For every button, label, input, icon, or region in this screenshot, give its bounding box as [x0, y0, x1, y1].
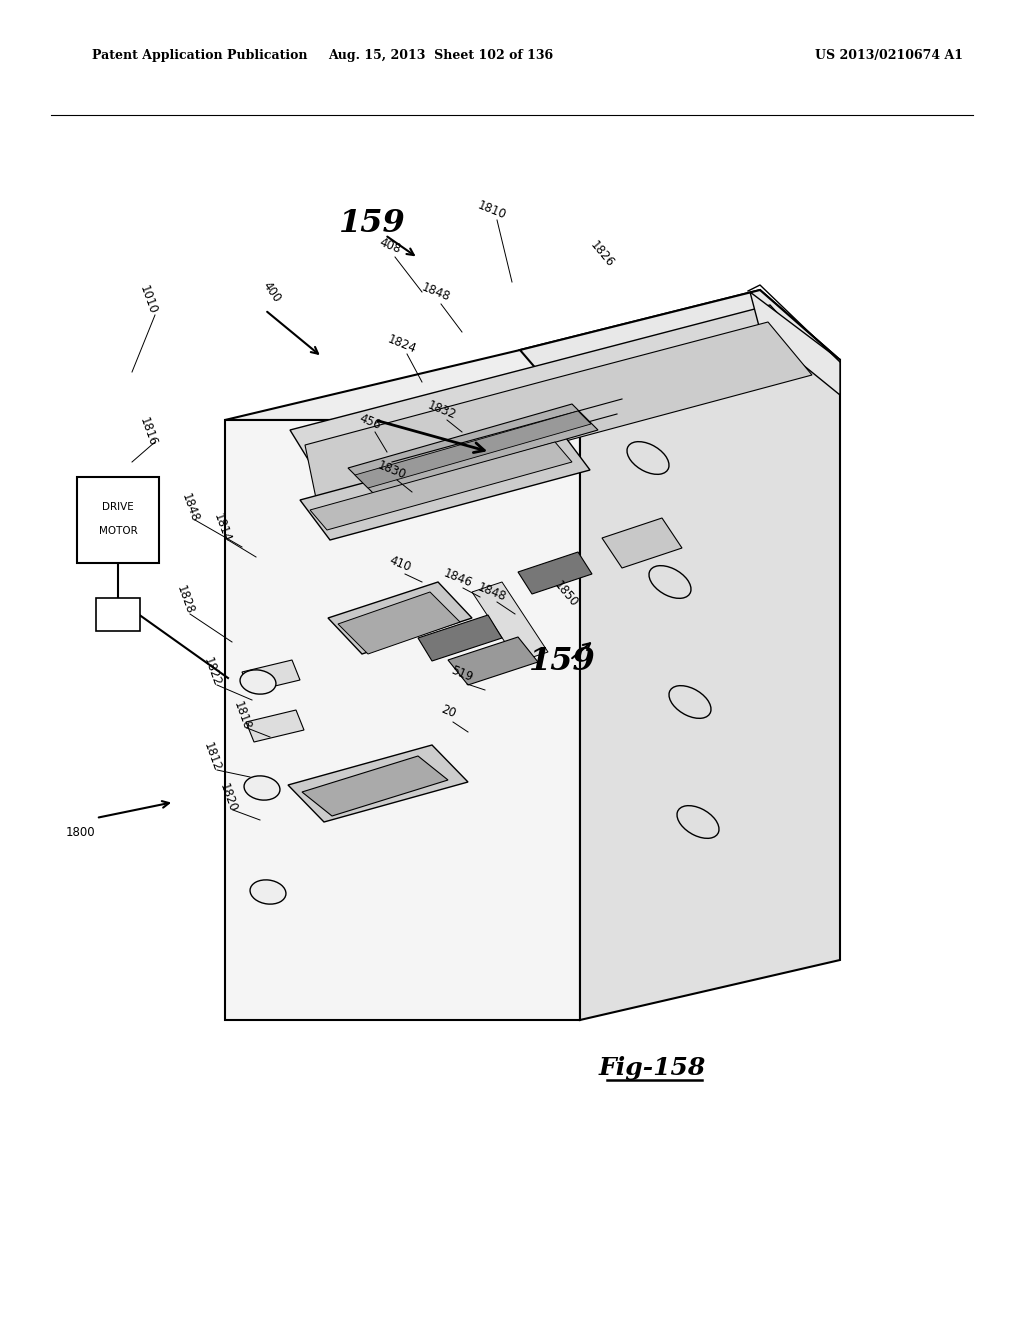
Text: 1812: 1812: [201, 741, 223, 774]
Text: 1826: 1826: [588, 239, 616, 269]
Text: 1830: 1830: [376, 458, 409, 482]
Polygon shape: [305, 322, 812, 508]
Polygon shape: [418, 615, 502, 661]
Ellipse shape: [627, 442, 669, 474]
Polygon shape: [246, 710, 304, 742]
Polygon shape: [472, 582, 548, 663]
Polygon shape: [328, 582, 472, 653]
Text: Fig-158: Fig-158: [598, 1056, 706, 1080]
Text: US 2013/0210674 A1: US 2013/0210674 A1: [814, 49, 963, 62]
FancyBboxPatch shape: [96, 598, 139, 631]
Text: 408: 408: [377, 236, 402, 256]
Ellipse shape: [250, 880, 286, 904]
Text: 400: 400: [260, 279, 284, 305]
Text: 1832: 1832: [426, 399, 458, 421]
Ellipse shape: [244, 776, 280, 800]
Polygon shape: [338, 591, 460, 653]
Polygon shape: [750, 292, 840, 395]
Text: 20: 20: [438, 704, 458, 721]
Text: 1846: 1846: [441, 566, 474, 590]
Polygon shape: [449, 638, 538, 685]
Text: 456: 456: [357, 412, 383, 432]
Text: Patent Application Publication: Patent Application Publication: [92, 49, 307, 62]
Text: 410: 410: [387, 554, 413, 574]
Polygon shape: [348, 404, 598, 494]
Text: 1850: 1850: [552, 578, 581, 610]
Text: 519: 519: [450, 664, 475, 684]
Text: 1814: 1814: [211, 512, 233, 544]
Polygon shape: [310, 442, 572, 531]
Text: MOTOR: MOTOR: [98, 525, 137, 536]
Polygon shape: [290, 305, 825, 495]
Text: 1800: 1800: [66, 825, 95, 838]
Ellipse shape: [240, 669, 275, 694]
Text: 1810: 1810: [476, 198, 508, 222]
Polygon shape: [225, 290, 840, 420]
Polygon shape: [288, 744, 468, 822]
Text: 1848: 1848: [476, 581, 508, 603]
Text: 159: 159: [339, 209, 406, 239]
Text: 1848: 1848: [179, 492, 201, 524]
Text: 1848: 1848: [420, 280, 453, 304]
Polygon shape: [520, 290, 840, 420]
Ellipse shape: [649, 566, 691, 598]
Ellipse shape: [677, 805, 719, 838]
Text: 1820: 1820: [217, 781, 240, 814]
Polygon shape: [225, 420, 580, 1020]
Polygon shape: [355, 411, 591, 488]
Text: 159: 159: [528, 647, 595, 677]
Text: DRIVE: DRIVE: [102, 502, 134, 512]
Text: 1818: 1818: [230, 700, 253, 733]
FancyBboxPatch shape: [77, 477, 159, 562]
Polygon shape: [242, 660, 300, 692]
Polygon shape: [518, 552, 592, 594]
Polygon shape: [302, 756, 449, 816]
Polygon shape: [602, 517, 682, 568]
Text: 1010: 1010: [137, 284, 159, 317]
Polygon shape: [580, 360, 840, 1020]
Ellipse shape: [669, 685, 711, 718]
Text: Aug. 15, 2013  Sheet 102 of 136: Aug. 15, 2013 Sheet 102 of 136: [328, 49, 553, 62]
Text: 1816: 1816: [137, 416, 159, 449]
Text: 1824: 1824: [386, 333, 418, 355]
Text: 1828: 1828: [174, 583, 197, 616]
Polygon shape: [300, 430, 590, 540]
Text: 1822: 1822: [201, 656, 223, 688]
